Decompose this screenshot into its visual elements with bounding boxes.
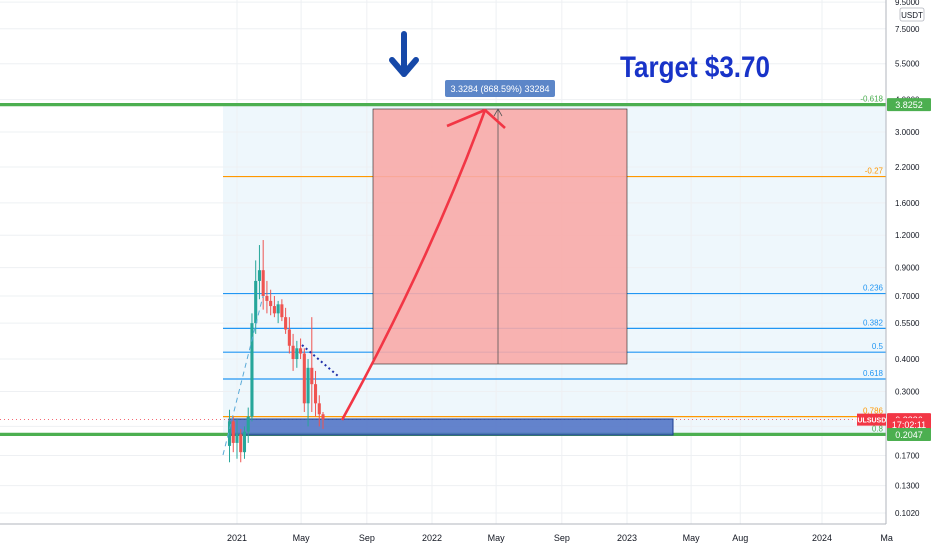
y-tick-label: 3.0000 — [895, 128, 920, 137]
target-title: Target $3.70 — [620, 51, 770, 84]
fib-label: 0.382 — [863, 318, 884, 327]
y-tick-label: 2.2000 — [895, 163, 920, 172]
fib-label: 0.5 — [872, 342, 884, 351]
x-tick-label: 2023 — [617, 533, 637, 543]
candle-body — [280, 304, 284, 318]
target-box[interactable] — [372, 108, 628, 365]
candles — [227, 240, 325, 463]
candle-body — [313, 384, 318, 404]
candle-body — [257, 270, 261, 281]
y-tick-label: 0.5500 — [895, 319, 920, 328]
candle-body — [231, 421, 235, 443]
candle-body — [291, 345, 295, 360]
x-tick-label: Sep — [554, 533, 570, 543]
x-tick-label: 2022 — [422, 533, 442, 543]
x-tick-label: May — [683, 533, 701, 543]
candle-body — [272, 306, 276, 314]
dashed-trend — [222, 295, 264, 456]
price-tag — [887, 98, 931, 112]
y-tick-label: 1.2000 — [895, 231, 920, 240]
candle-body — [242, 431, 247, 453]
down-arrow-icon — [389, 31, 419, 77]
fib-label: -0.618 — [860, 95, 883, 104]
x-tick-label: May — [488, 533, 506, 543]
measure-arrowhead — [493, 108, 503, 117]
candle-body — [295, 348, 299, 360]
candle-body — [239, 434, 243, 453]
y-tick-label: 9.5000 — [895, 0, 920, 7]
candle-body — [261, 270, 265, 296]
price-tag — [887, 428, 931, 442]
candle-body — [310, 367, 314, 385]
candle-body — [246, 416, 250, 432]
candle-body — [299, 348, 303, 354]
price-tag-label: 3.8252 — [895, 100, 923, 110]
candle-body — [321, 414, 325, 420]
y-tick-label: 5.5000 — [895, 60, 920, 69]
x-tick-label: May — [293, 533, 311, 543]
fib-label: 0.618 — [863, 369, 884, 378]
candle-body — [302, 353, 306, 404]
y-tick-label: 1.6000 — [895, 199, 920, 208]
measure-label: 3.3284 (868.59%) 33284 — [450, 84, 549, 94]
price-tag-label: 0.2047 — [895, 430, 923, 440]
symbol-tag-label: NULSUSDT — [852, 418, 891, 425]
candle-body — [227, 421, 232, 446]
y-tick-label: 7.5000 — [895, 25, 920, 34]
price-axis[interactable] — [885, 0, 932, 524]
fib-label: 0.236 — [863, 284, 884, 293]
y-tick-label: 0.1700 — [895, 451, 920, 460]
y-tick-label: 0.1300 — [895, 482, 920, 491]
candle-body — [306, 367, 310, 404]
symbol-tag — [857, 413, 886, 426]
candle-body — [269, 300, 273, 307]
candle-body — [254, 280, 258, 324]
y-tick-label: 0.4000 — [895, 355, 920, 364]
candle-body — [284, 317, 288, 330]
x-tick-label: Ma — [880, 533, 893, 543]
projection-curve[interactable] — [340, 109, 487, 421]
x-tick-label: Aug — [732, 533, 748, 543]
x-tick-label: 2021 — [227, 533, 247, 543]
projection-arrowhead — [446, 108, 506, 129]
svg-text:USDT: USDT — [901, 11, 923, 20]
price-tag — [887, 418, 931, 432]
fib-label: -0.27 — [865, 167, 884, 176]
fib-label: 0.786 — [863, 407, 884, 416]
candle-body — [317, 403, 321, 415]
buy-zone[interactable] — [228, 418, 674, 436]
candle-body — [235, 434, 239, 443]
currency-label: USDT — [899, 7, 925, 22]
x-tick-label: Sep — [359, 533, 375, 543]
candle-body — [287, 329, 291, 346]
y-tick-label: 0.1020 — [895, 509, 920, 518]
candle-body — [276, 304, 280, 314]
fib-label: 0.8 — [872, 424, 884, 433]
candle-body — [250, 323, 254, 417]
y-tick-label: 0.3000 — [895, 387, 920, 396]
time-axis-ticks: 2021 May Sep 2022 May Sep 2023 May Aug 2024 Ma — [227, 533, 893, 543]
y-tick-label: 0.7000 — [895, 292, 920, 301]
y-tick-label: 0.9000 — [895, 264, 920, 273]
price-tag-label: 17:02:11 — [892, 420, 926, 430]
x-tick-label: 2024 — [812, 533, 832, 543]
measure-label-bg — [445, 80, 555, 97]
time-axis[interactable] — [0, 523, 932, 550]
candle-body — [265, 295, 269, 301]
